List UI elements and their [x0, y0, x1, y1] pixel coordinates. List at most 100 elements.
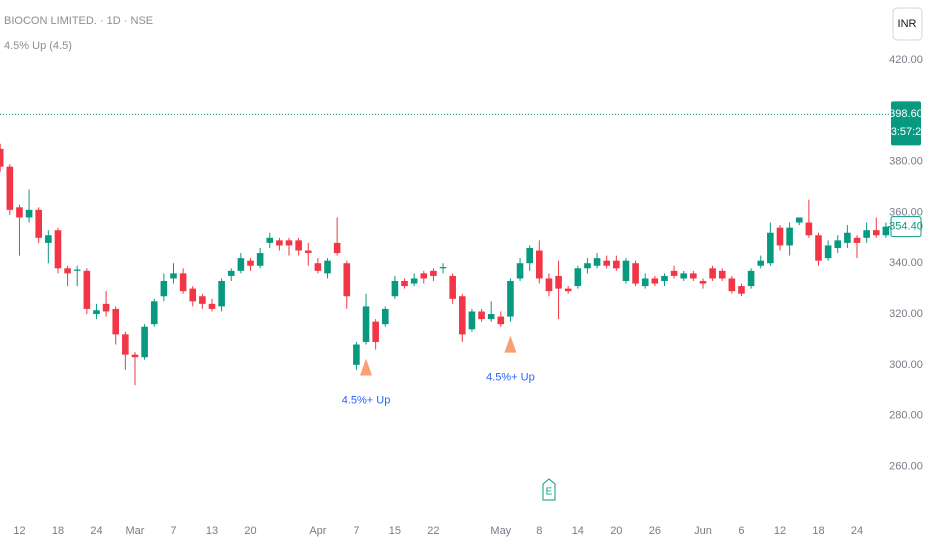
currency-button[interactable] — [892, 7, 923, 41]
candle-body — [641, 278, 649, 287]
candle-body — [237, 258, 245, 271]
price-label: 398.60 — [889, 108, 923, 120]
candle-body — [603, 260, 611, 266]
candle-body — [189, 288, 197, 302]
candle-body — [497, 316, 505, 325]
candle-body — [170, 273, 177, 279]
x-tick-label: 15 — [389, 525, 401, 537]
y-tick-label: 280.00 — [889, 410, 923, 422]
candle-body — [574, 268, 582, 287]
x-tick-label: 14 — [572, 525, 584, 537]
candle-body — [853, 237, 861, 243]
candle-body — [218, 281, 225, 307]
candle-body — [555, 275, 562, 289]
candle-body — [410, 278, 418, 284]
candle-body — [64, 268, 71, 274]
candle-body — [401, 281, 408, 287]
candle-body — [333, 242, 341, 254]
candle-body — [439, 267, 447, 269]
x-tick-label: Apr — [309, 525, 326, 537]
candle-body — [815, 235, 822, 261]
candle-body — [343, 263, 351, 297]
x-tick-label: 20 — [610, 525, 622, 537]
candle-body — [767, 232, 774, 264]
candle-body — [863, 230, 870, 238]
candle-body — [131, 354, 139, 358]
x-tick-label: 24 — [851, 525, 863, 537]
candle-body — [872, 230, 880, 236]
candle-body — [285, 240, 293, 246]
x-tick-label: 26 — [649, 525, 661, 537]
x-tick-label: 7 — [170, 525, 176, 537]
candle-body — [16, 207, 23, 218]
candle-body — [882, 226, 890, 236]
signal-label: 4.5%+ Up — [486, 372, 535, 384]
last-price-label: 354.40 — [889, 221, 923, 233]
x-tick-label: 12 — [13, 525, 25, 537]
candle-body — [478, 311, 485, 320]
candle-body — [844, 232, 851, 243]
candle-body — [718, 270, 726, 279]
x-tick-label: 12 — [774, 525, 786, 537]
candle-body — [709, 268, 716, 279]
candle-body — [266, 237, 274, 243]
y-tick-label: 260.00 — [889, 460, 923, 472]
last-price-box — [890, 216, 922, 238]
x-tick-label: 18 — [52, 525, 64, 537]
x-tick-label: 7 — [353, 525, 359, 537]
candle-body — [545, 278, 553, 292]
earnings-label: E — [546, 487, 553, 498]
candle-body — [613, 260, 620, 269]
candle-body — [536, 250, 543, 279]
candle-body — [25, 209, 33, 218]
candle-body — [622, 260, 630, 282]
candle-body — [122, 334, 129, 355]
candle-body — [54, 230, 62, 269]
x-tick-label: 6 — [738, 525, 744, 537]
x-tick-label: 8 — [536, 525, 542, 537]
candle-body — [276, 240, 283, 246]
candle-body — [35, 209, 43, 238]
earnings-marker — [542, 478, 556, 501]
candle-body — [141, 326, 148, 358]
chart-title: BIOCON LIMITED. · 1D · NSE — [4, 15, 153, 27]
candle-body — [150, 301, 158, 325]
candle-body — [391, 281, 399, 297]
candle-body — [353, 344, 360, 365]
candle-body — [449, 275, 456, 299]
candle-body — [227, 270, 235, 276]
y-tick-label: 300.00 — [889, 359, 923, 371]
candle-body — [728, 278, 736, 292]
x-tick-label: 13 — [206, 525, 218, 537]
currency-label[interactable]: INR — [898, 18, 917, 30]
candle-body — [699, 281, 707, 284]
x-tick-label: Jun — [694, 525, 712, 537]
candle-body — [690, 273, 697, 279]
candle-body — [564, 288, 572, 292]
x-tick-label: 18 — [812, 525, 824, 537]
candle-body — [526, 247, 533, 264]
candle-body — [45, 235, 52, 243]
indicator-title: 4.5% Up (4.5) — [4, 40, 72, 52]
candle-body — [680, 273, 688, 279]
candle-body — [362, 306, 370, 342]
y-tick-label: 420.00 — [889, 54, 923, 66]
candle-body — [824, 245, 832, 259]
candle-body — [430, 270, 437, 276]
candle-body — [179, 273, 187, 292]
x-tick-label: May — [490, 525, 511, 537]
candle-body — [199, 296, 206, 304]
signal-marker — [360, 358, 373, 376]
candle-body — [651, 278, 659, 284]
candle-body — [805, 222, 813, 236]
price-label-box — [891, 101, 921, 146]
candle-body — [786, 227, 793, 246]
candle-body — [372, 321, 379, 342]
candle-body — [776, 227, 784, 246]
candle-body — [738, 286, 745, 294]
signal-label: 4.5%+ Up — [342, 394, 391, 406]
x-tick-label: 20 — [244, 525, 256, 537]
candle-body — [516, 263, 524, 279]
